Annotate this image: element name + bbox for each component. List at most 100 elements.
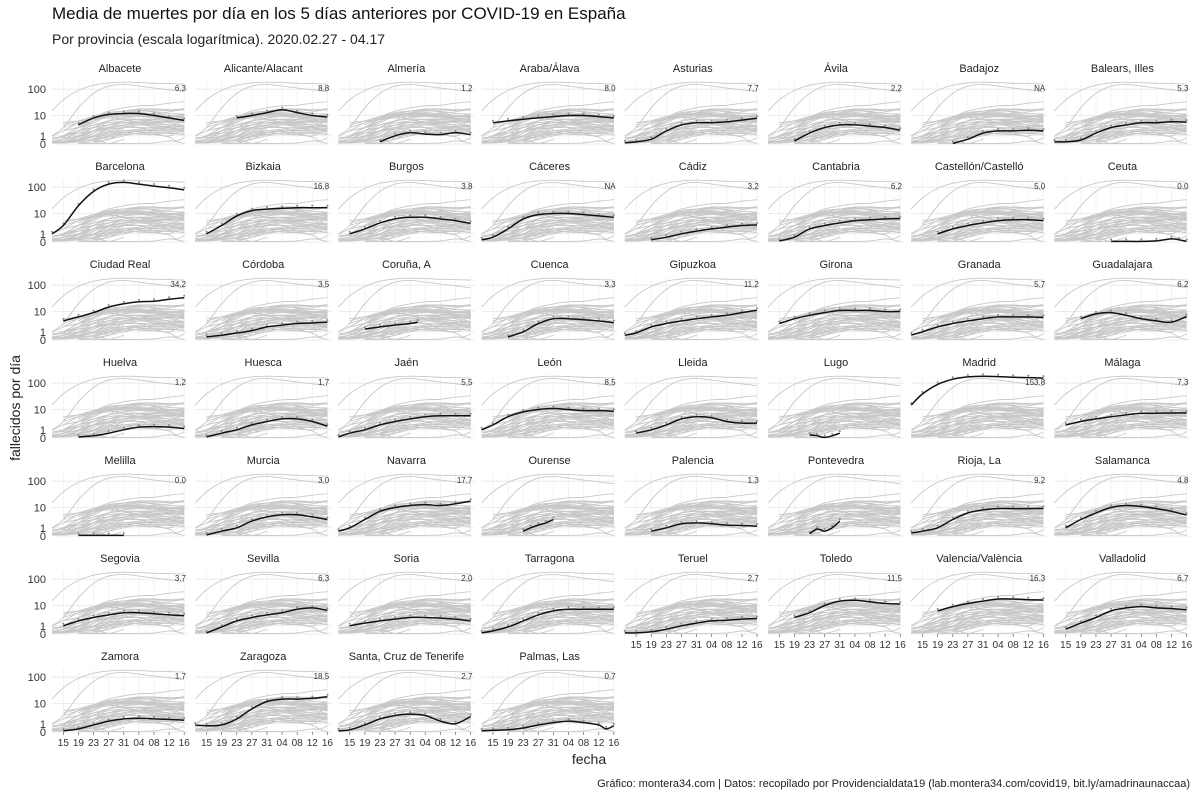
background-series-line [794,620,901,630]
background-series-line [194,181,328,235]
background-series-line [636,325,758,340]
data-point [1027,374,1030,377]
data-point [725,617,728,620]
background-series-line [651,130,758,140]
background-series-line [767,277,901,308]
panel-bizkaia: Bizkaia 16.8 [194,161,332,243]
background-series-line [794,424,901,434]
background-series-line [349,606,471,630]
data-point [220,222,223,225]
background-series-line [911,132,1044,144]
background-series-line [779,322,901,333]
data-point [469,713,472,716]
panel-title: Salamanca [1095,455,1151,467]
data-point [153,610,155,613]
background-series-line [767,132,901,144]
background-series-line [206,224,328,235]
data-point [235,114,238,117]
panel-tarragona: Tarragona [480,553,618,635]
panel-title: Girona [819,259,853,271]
background-series-line [1054,571,1187,602]
background-series-line [492,420,614,431]
data-point [469,220,472,223]
background-series-line [63,224,185,235]
y-tick-label: 10 [34,111,46,123]
data-point [1125,238,1128,241]
background-series-line [1054,573,1187,627]
data-point [107,430,110,433]
background-series-line [221,620,328,630]
background-series-line [767,598,901,629]
background-series-line [1080,402,1187,416]
data-point [480,426,483,429]
background-series-line [507,230,614,242]
background-series-line [1065,416,1187,431]
background-series-line [481,377,614,431]
data-point [409,711,412,714]
x-tick-label: 19 [502,738,514,749]
x-tick-label: 16 [751,640,763,651]
background-series-line [492,224,614,235]
panel-palmas-las: Palmas, Las 0.7 15 19 23 27 31 04 08 12 16 [480,651,620,749]
data-point [623,332,626,335]
data-point [265,323,268,326]
background-series-line [364,326,471,336]
data-point [1170,508,1173,511]
data-point [363,326,366,329]
panel-soria: Soria 2.0 [338,553,475,635]
background-series-line [63,220,185,235]
data-point [183,186,186,189]
y-tick-label: 100 [28,84,46,96]
data-point [567,112,570,115]
data-point [997,596,1000,599]
background-series-line [51,132,185,144]
background-series-line [911,328,1044,340]
data-point [168,611,171,614]
series-line [349,216,471,235]
background-series-line [636,518,758,529]
background-series-line [1065,129,1187,144]
data-point [439,131,442,134]
data-point [537,522,540,525]
background-series-line [651,228,758,238]
background-series-line [492,508,614,532]
background-series-line [1054,510,1187,536]
panel-valladolid: Valladolid 6.7 15 19 23 27 31 04 08 12 16 [1054,553,1193,651]
background-series-line [767,81,901,112]
background-series-line [767,510,901,536]
data-point [220,722,223,725]
data-point [469,498,472,501]
y-tick-label: 0 [40,139,46,151]
data-point [793,315,796,318]
background-series-line [51,608,185,634]
background-series-line [481,277,614,308]
background-series-line [507,622,614,634]
background-series-line [624,279,758,333]
panel-title: Zamora [101,651,140,663]
background-series-line [624,179,758,210]
background-series-line [338,206,471,237]
background-series-line [63,710,185,725]
background-series-line [51,706,185,732]
x-tick-label: 04 [277,738,289,749]
background-series-line [481,671,614,725]
panel-title: Asturias [673,63,713,75]
background-series-line [624,216,757,242]
background-series-line [910,277,1044,308]
background-series-line [206,518,328,529]
background-series-line [922,224,1044,235]
data-point [311,112,314,115]
series-line [779,309,901,325]
data-point [378,508,381,511]
background-series-line [1054,598,1187,629]
background-series-line [624,118,757,144]
background-series-line [624,524,758,536]
y-tick-label: 1 [40,131,46,143]
background-series-line [221,230,328,242]
data-point [1012,127,1015,130]
x-tick-label: 19 [932,640,944,651]
data-point [522,528,525,531]
x-tick-label: 27 [819,640,831,651]
background-series-line [624,230,758,242]
data-point [235,330,238,333]
